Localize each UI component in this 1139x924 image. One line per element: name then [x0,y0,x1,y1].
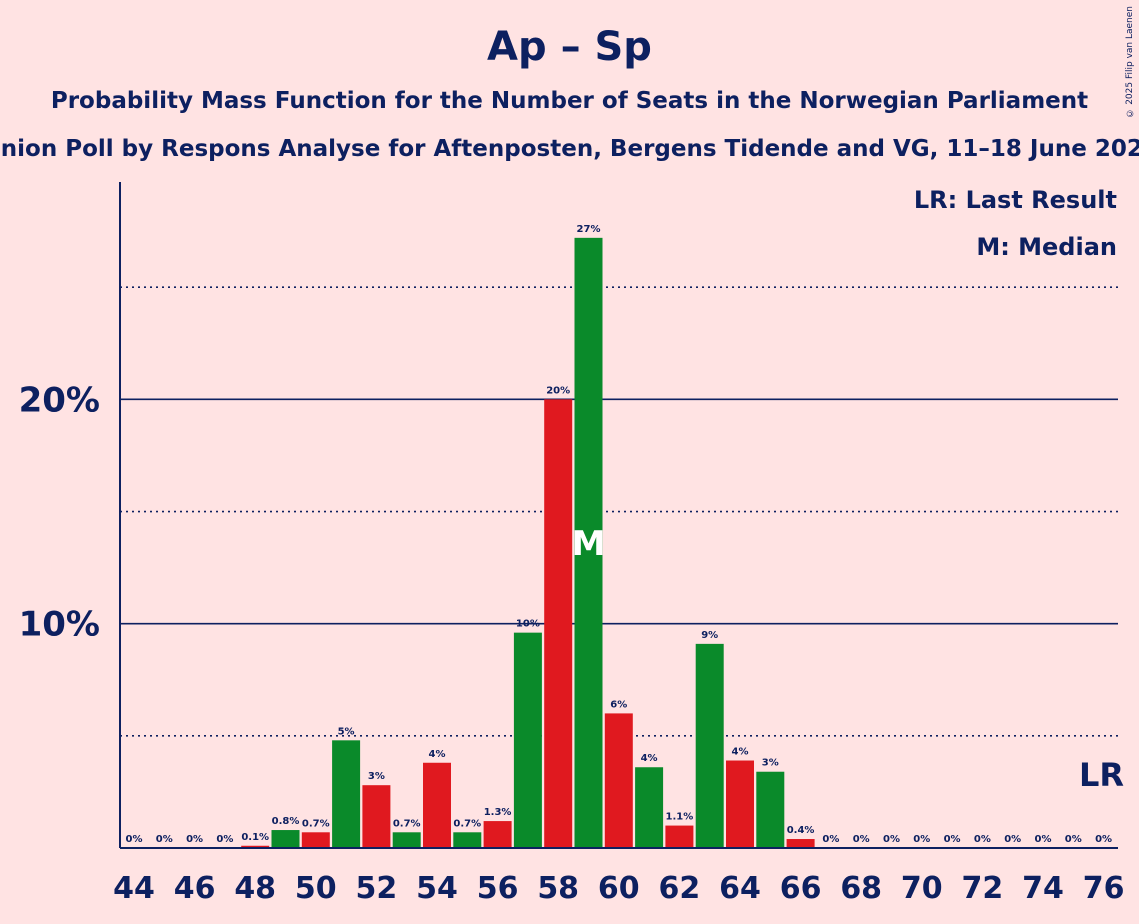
bar-seat-51 [332,740,361,848]
bar-seat-48 [241,845,270,848]
bar-seat-59 [574,237,603,849]
bar-seat-57 [513,632,542,848]
x-tick-label: 56 [477,871,519,906]
bar-value-label: 0.4% [787,825,815,836]
y-tick-label: 20% [19,380,100,420]
bar-value-label: 0.1% [241,832,269,843]
bar-value-label: 0% [156,834,173,845]
bar-value-label: 4% [732,747,749,758]
x-tick-label: 44 [113,871,155,906]
bar-value-label: 0% [974,834,991,845]
bar-labels: 0% 0% 0% 0% 0.1%0.8% 0.7%5%3%0.7%4%0.7%1.3%10… [126,224,1124,845]
bar-value-label: 0% [822,834,839,845]
bar-value-label: 0.7% [302,818,330,829]
x-tick-label: 68 [840,871,882,906]
bar-value-label: 1.3% [484,807,512,818]
bar-value-label: 20% [546,385,570,396]
bar-value-label: 4% [641,753,658,764]
x-tick-label: 70 [901,871,943,906]
y-tick-label: 10% [19,605,100,645]
x-tick-label: 46 [174,871,216,906]
bar-value-label: 0% [944,834,961,845]
bar-value-label: 0% [1065,834,1082,845]
bar-value-label: 0% [883,834,900,845]
bar-seat-61 [635,767,664,848]
bar-seat-55 [453,832,482,848]
bar-value-label: 10% [516,619,540,630]
chart-title: Ap – Sp [487,24,652,70]
bar-seat-54 [423,762,451,848]
bar-value-label: 0.7% [453,818,481,829]
bar-value-label: 27% [577,224,601,235]
legend-median: M: Median [976,233,1117,261]
bar-seat-56 [483,821,512,848]
x-tick-label: 52 [356,871,398,906]
x-tick-label: 60 [598,871,640,906]
bar-value-label: 0.7% [393,818,421,829]
bar-value-label: 0% [853,834,870,845]
bar-value-label: 0% [1095,834,1112,845]
x-tick-label: 48 [234,871,276,906]
axes: 10% 20% 44 46 48 50 52 54 56 58 60 62 64 66 68 70 72 74 76 [19,182,1125,906]
bar-value-label: 0% [1004,834,1021,845]
bar-seat-49 [271,830,300,848]
x-tick-label: 64 [719,871,761,906]
gridlines [120,286,1118,737]
x-tick-label: 50 [295,871,337,906]
bar-value-label: 6% [610,699,627,710]
bar-value-label: 0% [216,834,233,845]
last-result-marker: LR [1079,756,1124,794]
bar-seat-53 [392,832,421,848]
bar-seat-63 [695,643,724,848]
bar-value-label: 9% [701,630,718,641]
bar-seat-52 [362,785,391,848]
x-tick-label: 62 [659,871,701,906]
bar-value-label: 3% [368,771,385,782]
x-tick-label: 54 [416,871,458,906]
bar-seat-62 [665,825,694,848]
bar-seat-58 [544,399,573,848]
bar-seat-66 [786,839,815,848]
x-tick-label: 58 [537,871,579,906]
bar-seat-60 [604,713,633,848]
bar-value-label: 3% [762,758,779,769]
bar-seat-65 [756,771,785,848]
bar-value-label: 0.8% [272,816,300,827]
median-marker: M [572,524,606,564]
chart-subtitle: Probability Mass Function for the Number… [50,88,1089,114]
bar-seat-64 [726,760,754,848]
bar-value-label: 0% [186,834,203,845]
x-tick-label: 76 [1083,871,1125,906]
bar-value-label: 0% [126,834,143,845]
legend-last-result: LR: Last Result [913,186,1117,214]
x-tick-label: 74 [1022,871,1064,906]
bar-value-label: 0% [913,834,930,845]
bar-value-label: 0% [1035,834,1052,845]
bar-seat-50 [301,832,330,848]
x-tick-label: 66 [780,871,822,906]
bars [241,237,815,849]
bar-value-label: 4% [429,749,446,760]
chart-source: Based on an Opinion Poll by Respons Anal… [0,136,1139,162]
x-tick-label: 72 [962,871,1004,906]
bar-value-label: 5% [338,726,355,737]
bar-value-label: 1.1% [666,812,694,823]
